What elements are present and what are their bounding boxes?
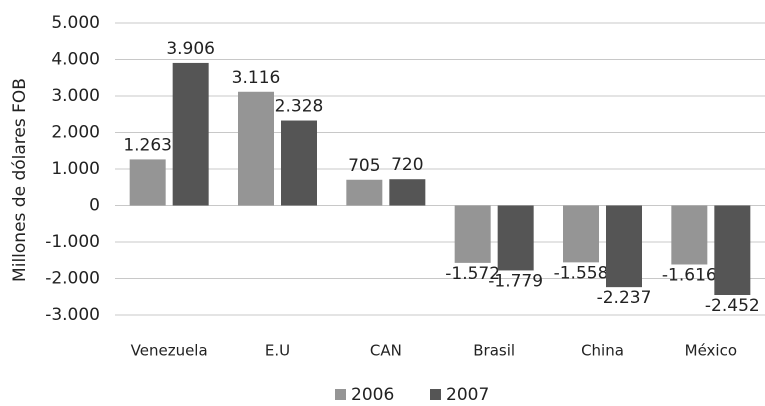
bar — [238, 91, 274, 206]
value-label: 1.263 — [123, 135, 172, 155]
legend-swatch — [335, 389, 346, 400]
value-label: -1.616 — [662, 265, 717, 285]
y-tick-label: -1.000 — [45, 232, 100, 252]
bar — [606, 205, 642, 288]
y-tick-label: 2.000 — [51, 123, 100, 143]
bar — [563, 205, 599, 263]
value-label: -1.558 — [554, 263, 609, 283]
y-axis-title: Millones de dólares FOB — [10, 78, 30, 282]
value-label: -2.452 — [705, 296, 760, 316]
bar — [497, 205, 534, 271]
y-tick-label: 5.000 — [51, 13, 100, 33]
legend-label: 2007 — [446, 385, 489, 405]
bar — [389, 179, 426, 206]
value-label: 2.328 — [275, 97, 324, 117]
value-label: -2.237 — [597, 288, 652, 308]
bar — [714, 205, 751, 295]
bar — [281, 120, 317, 206]
value-label: 705 — [348, 156, 380, 176]
value-label: -1.779 — [488, 271, 543, 291]
value-label: -1.572 — [445, 264, 500, 284]
y-tick-label: -3.000 — [45, 305, 100, 325]
legend-label: 2006 — [351, 385, 394, 405]
value-label: 3.116 — [232, 68, 281, 88]
bar — [454, 205, 491, 263]
y-tick-label: 0 — [89, 196, 100, 216]
x-tick-label: Venezuela — [131, 342, 208, 360]
y-tick-label: 4.000 — [51, 50, 100, 70]
x-tick-label: E.U — [265, 342, 290, 360]
y-tick-label: 1.000 — [51, 159, 100, 179]
bar — [129, 159, 166, 206]
value-label: 720 — [391, 155, 423, 175]
y-tick-label: -2.000 — [45, 269, 100, 289]
bar — [346, 179, 383, 206]
x-tick-label: China — [581, 342, 624, 360]
x-tick-label: México — [685, 342, 737, 360]
value-label: 3.906 — [166, 39, 215, 59]
x-tick-label: CAN — [370, 342, 402, 360]
bar — [172, 62, 209, 206]
legend-swatch — [430, 389, 441, 400]
y-tick-label: 3.000 — [51, 86, 100, 106]
bar — [671, 205, 708, 265]
x-tick-label: Brasil — [473, 342, 515, 360]
